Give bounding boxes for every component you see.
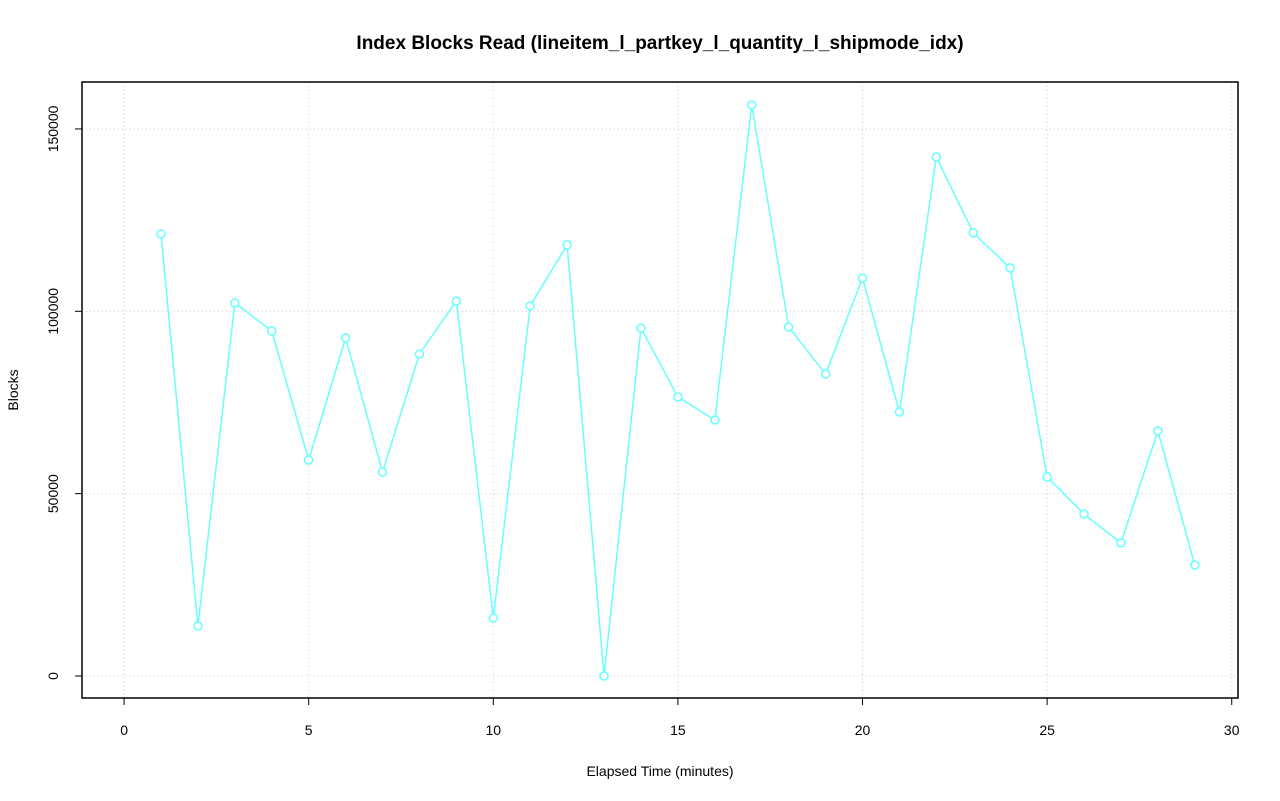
point bbox=[746, 100, 757, 110]
y-tick-label: 0 bbox=[45, 672, 61, 680]
y-tick-label: 100000 bbox=[45, 288, 61, 335]
point bbox=[525, 301, 535, 311]
point bbox=[636, 323, 646, 333]
point bbox=[1005, 263, 1015, 273]
point bbox=[1042, 472, 1052, 482]
x-tick-label: 20 bbox=[855, 722, 871, 738]
x-tick-label: 0 bbox=[120, 722, 128, 738]
point bbox=[894, 407, 905, 417]
x-tick-label: 15 bbox=[670, 722, 686, 738]
point bbox=[931, 152, 942, 162]
point bbox=[340, 333, 351, 343]
point bbox=[451, 296, 462, 306]
y-tick-label: 150000 bbox=[45, 105, 61, 152]
point bbox=[710, 415, 720, 425]
x-tick-label: 30 bbox=[1224, 722, 1240, 738]
point bbox=[267, 326, 277, 336]
point bbox=[230, 298, 240, 308]
point bbox=[1116, 538, 1126, 548]
point bbox=[599, 671, 609, 681]
point bbox=[156, 229, 166, 239]
point bbox=[968, 228, 979, 238]
y-tick-label: 50000 bbox=[45, 474, 61, 513]
point bbox=[377, 467, 388, 477]
point bbox=[193, 621, 203, 631]
point bbox=[488, 613, 499, 623]
x-axis-label: Elapsed Time (minutes) bbox=[586, 763, 733, 779]
point bbox=[1079, 509, 1089, 519]
point bbox=[414, 349, 425, 359]
point bbox=[783, 322, 794, 332]
x-tick-label: 10 bbox=[486, 722, 502, 738]
point bbox=[857, 273, 868, 283]
y-axis-label: Blocks bbox=[5, 369, 21, 410]
point bbox=[1190, 560, 1200, 570]
point bbox=[673, 392, 683, 402]
point bbox=[303, 455, 314, 465]
point bbox=[820, 369, 831, 379]
plot-frame bbox=[81, 81, 1239, 699]
point bbox=[1153, 426, 1163, 436]
chart-title: Index Blocks Read (lineitem_l_partkey_l_… bbox=[356, 33, 963, 54]
x-tick-label: 25 bbox=[1039, 722, 1055, 738]
x-tick-label: 5 bbox=[305, 722, 313, 738]
point bbox=[562, 240, 572, 250]
